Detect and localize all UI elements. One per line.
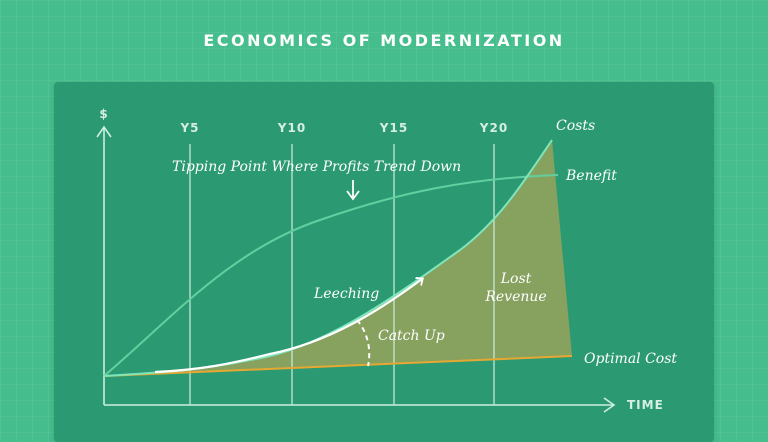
tipping-point-label: Tipping Point Where Profits Trend Down (172, 159, 461, 175)
lost-revenue-area (104, 140, 572, 376)
optimal-cost-line (103, 355, 573, 377)
diagram-title: ECONOMICS OF MODERNIZATION (203, 31, 565, 50)
costs-label: Costs (556, 118, 595, 134)
lost-revenue-label-line2: Revenue (484, 289, 546, 305)
benefit-label: Benefit (565, 168, 617, 184)
tick-label-y15: Y15 (379, 121, 408, 135)
catch-up-arc (356, 319, 371, 367)
y-axis-label: $ (99, 107, 108, 121)
tipping-point-arrow-icon (346, 190, 360, 201)
leeching-label: Leeching (313, 286, 379, 302)
catch-up-label: Catch Up (378, 328, 445, 344)
tick-label-y5: Y5 (179, 121, 199, 135)
lost-revenue-label-line1: Lost (500, 271, 532, 287)
modernization-diagram: $ TIME Y5 Y10 Y15 Y20 Costs Benefit Opti… (96, 107, 677, 413)
tick-label-y10: Y10 (277, 121, 306, 135)
benefit-curve (103, 174, 559, 377)
diagram-board (54, 82, 714, 442)
optimal-cost-label: Optimal Cost (584, 351, 677, 367)
leeching-curve (154, 279, 422, 374)
x-axis-label: TIME (627, 398, 664, 412)
x-axis-arrow-icon (603, 397, 616, 413)
tick-label-y20: Y20 (479, 121, 508, 135)
y-axis-arrow-icon (96, 125, 112, 138)
